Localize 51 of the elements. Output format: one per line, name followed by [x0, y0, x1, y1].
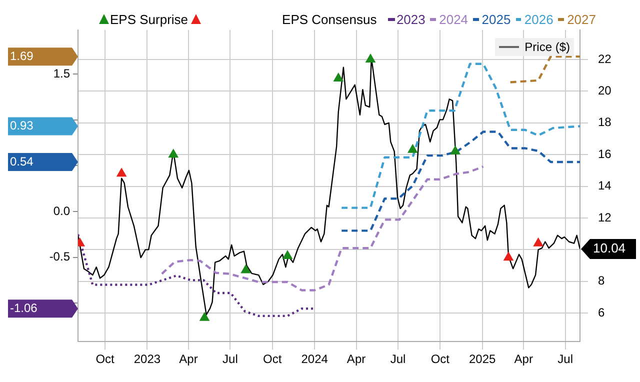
- legend-label: 2025: [482, 12, 511, 26]
- legend-title: EPS Consensus: [282, 12, 377, 26]
- legend-label: 2024: [439, 12, 468, 26]
- point: [408, 144, 418, 153]
- y2-tick-label: 12: [598, 210, 612, 224]
- text: Price ($): [524, 40, 570, 54]
- line-series: [340, 130, 580, 232]
- y-tick-label: 0.0: [53, 204, 70, 218]
- x-tick-label: Apr: [514, 352, 533, 366]
- legend-label: 2023: [396, 12, 426, 26]
- x-tick-label: 2023: [134, 352, 161, 366]
- x-tick-label: Oct: [430, 352, 450, 366]
- y-tick-label: -0.5: [49, 250, 70, 264]
- point: [168, 149, 178, 158]
- x-tick-label: Oct: [263, 352, 282, 366]
- legend-label: 2027: [567, 12, 596, 26]
- legend-label: 2026: [524, 12, 554, 26]
- x-tick-label: Apr: [346, 352, 366, 366]
- point: [504, 252, 514, 261]
- point: [334, 73, 344, 82]
- text: 1.69: [10, 48, 34, 63]
- x-tick-label: Jul: [558, 352, 573, 366]
- y-tick-label: 1.5: [53, 66, 70, 80]
- point: [366, 54, 376, 62]
- point: [116, 168, 126, 177]
- y2-tick-label: 20: [598, 83, 612, 98]
- x-tick-label: 2025: [469, 352, 496, 366]
- y2-tick-label: 14: [598, 178, 612, 193]
- text: 0.93: [10, 118, 34, 133]
- x-tick-label: Oct: [96, 352, 116, 366]
- point: [282, 250, 292, 260]
- line-series: [340, 62, 580, 209]
- y2-tick-label: 18: [598, 115, 612, 130]
- y2-tick-label: 22: [598, 52, 612, 66]
- y2-tick-label: 16: [598, 146, 612, 161]
- x-tick-label: 2024: [301, 352, 328, 366]
- line-series: [78, 233, 316, 318]
- y2-tick-label: 8: [598, 274, 605, 288]
- x-tick-label: Jul: [222, 352, 238, 366]
- legend-label: EPS Surprise: [110, 12, 188, 26]
- y2-tick-label: 6: [598, 305, 605, 320]
- point: [240, 264, 251, 274]
- data-label: 10.04: [593, 240, 626, 256]
- text: 0.54: [10, 154, 34, 168]
- text: -1.06: [10, 300, 38, 315]
- point: [533, 238, 544, 246]
- line-series: [160, 165, 484, 292]
- x-tick-label: Jul: [390, 352, 406, 366]
- x-tick-label: Apr: [179, 352, 198, 366]
- point: [200, 312, 210, 321]
- point: [450, 146, 460, 154]
